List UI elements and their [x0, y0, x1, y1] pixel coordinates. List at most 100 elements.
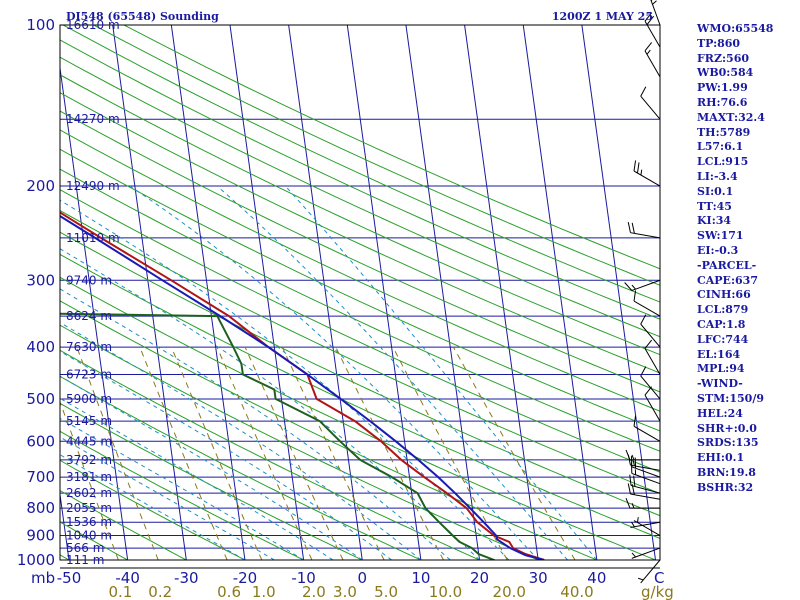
wind-barb-half-flag	[646, 49, 651, 55]
pressure-tick-label: 400	[26, 338, 55, 356]
wind-barb-half-flag	[631, 502, 635, 509]
wind-barb-shaft	[633, 520, 661, 536]
moist-adiabat-line	[129, 185, 539, 560]
wind-barb	[633, 290, 661, 317]
wind-barb-flag	[633, 415, 637, 427]
wind-barb-flag	[631, 222, 635, 234]
index-item: TT:45	[697, 199, 732, 213]
index-item: STM:150/9	[697, 391, 764, 405]
wind-barb-shaft	[644, 20, 661, 48]
mixing-ratio-label: 0.6	[217, 583, 241, 600]
mixing-ratio-line	[76, 346, 159, 560]
sounding-time: 1200Z 1 MAY 25	[552, 10, 653, 23]
wind-barb-half-flag	[632, 460, 635, 466]
dry-adiabat-line	[60, 349, 480, 560]
dry-adiabat-line	[60, 430, 304, 560]
wind-barb-flag	[636, 162, 640, 174]
dry-adiabat-line	[60, 489, 187, 560]
wind-barb-flag	[624, 282, 633, 291]
wind-barb	[627, 222, 661, 239]
wind-barb-half-flag	[652, 0, 657, 5]
wind-barb-flag	[644, 12, 653, 22]
pressure-tick-label: 300	[26, 271, 55, 289]
wind-barb-flag	[633, 160, 637, 172]
isotherm-line	[522, 25, 598, 560]
wind-barb-flag	[633, 475, 636, 487]
wind-barb-flag	[627, 222, 631, 233]
index-item: RH:76.6	[697, 95, 748, 109]
isotherm-line	[346, 25, 422, 560]
height-label: 3181 m	[66, 470, 112, 484]
height-label: 1040 m	[66, 529, 112, 543]
wind-barb	[629, 474, 661, 494]
mixing-ratio-line	[60, 400, 119, 560]
dry-adiabat-line	[60, 300, 598, 560]
wind-barb-half-flag	[638, 577, 644, 581]
mixing-ratio-label: 5.0	[374, 583, 398, 600]
dry-adiabat-line	[60, 129, 660, 412]
wind-barb	[633, 517, 661, 536]
mixing-ratio-label: 0.1	[108, 583, 132, 600]
wind-barb	[640, 366, 661, 400]
wind-barb-half-flag	[636, 517, 639, 523]
dry-adiabat-line	[60, 210, 660, 495]
parcel-path	[60, 214, 545, 560]
temperature-tick-label: -20	[233, 569, 258, 587]
temperature-tick-label: -10	[291, 569, 316, 587]
wind-barb-flag	[627, 483, 631, 495]
isotherm-line	[170, 25, 246, 560]
wind-barb-flag	[625, 449, 631, 461]
index-item: L57:6.1	[697, 140, 744, 154]
wind-barb	[644, 339, 661, 375]
mixing-ratio-label: 2.0	[302, 583, 326, 600]
temperature-tick-label: 0	[357, 569, 367, 587]
index-item: EL:164	[697, 347, 741, 361]
pressure-tick-label: 500	[26, 390, 55, 408]
index-item: WB0:584	[697, 66, 754, 80]
dry-adiabat-line	[123, 25, 660, 270]
wind-barb	[638, 559, 661, 584]
height-label: 14270 m	[66, 112, 120, 126]
temperature-tick-label: 30	[529, 569, 548, 587]
dry-adiabat-line	[60, 168, 660, 452]
wind-barb-shaft	[640, 559, 661, 584]
mixing-ratio-label: 1.0	[252, 583, 276, 600]
dry-adiabat-line	[60, 92, 660, 374]
moist-adiabat-line	[60, 350, 392, 560]
dry-adiabat-line	[60, 74, 660, 356]
height-label: 12490 m	[66, 179, 120, 193]
wind-barb-shaft	[644, 348, 661, 375]
pressure-tick-label: 1000	[17, 551, 55, 569]
dry-adiabat-line	[60, 324, 539, 560]
height-label: 11010 m	[66, 231, 120, 245]
wind-barb	[625, 497, 660, 509]
moist-adiabat-line	[60, 436, 275, 560]
index-item: -PARCEL-	[697, 258, 757, 272]
pressure-tick-label: 200	[26, 177, 55, 195]
wind-barb-shaft	[630, 232, 661, 239]
grid-lines	[60, 25, 660, 560]
pressure-tick-label: 900	[26, 527, 55, 545]
wind-barb	[640, 314, 661, 348]
mixing-ratio-label: 40.0	[560, 583, 593, 600]
moist-adiabat-line	[60, 454, 246, 560]
wind-barb-flag	[646, 15, 655, 25]
index-item: KI:34	[697, 214, 732, 228]
isotherm-line	[464, 25, 539, 560]
height-label: 2602 m	[66, 486, 112, 500]
isotherm-line	[112, 25, 187, 560]
dry-adiabat-line	[60, 39, 660, 320]
moist-adiabat-line	[60, 199, 510, 560]
index-item: BRN:19.8	[697, 465, 756, 479]
wind-barb-shaft	[640, 323, 661, 348]
wind-barb	[633, 160, 661, 187]
height-label: 5145 m	[66, 414, 112, 428]
wind-barb-shaft	[630, 464, 661, 471]
mixing-ratio-label: 3.0	[333, 583, 357, 600]
wind-barb	[640, 86, 661, 120]
temperature-tick-label: -40	[115, 569, 140, 587]
height-label: 16610 m	[66, 18, 120, 32]
wind-barb-half-flag	[631, 552, 636, 558]
dry-adiabat-line	[60, 148, 660, 432]
